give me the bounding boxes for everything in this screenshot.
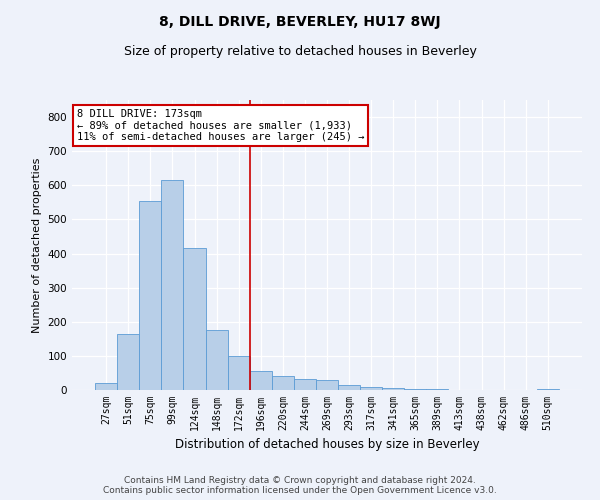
Bar <box>227 356 250 390</box>
Bar <box>250 371 272 390</box>
Bar <box>360 388 382 390</box>
Bar <box>338 385 360 390</box>
Y-axis label: Number of detached properties: Number of detached properties <box>32 158 42 332</box>
Bar <box>161 180 184 390</box>
Bar <box>117 334 139 390</box>
Text: Size of property relative to detached houses in Beverley: Size of property relative to detached ho… <box>124 45 476 58</box>
X-axis label: Distribution of detached houses by size in Beverley: Distribution of detached houses by size … <box>175 438 479 452</box>
Bar <box>294 378 316 390</box>
Bar <box>206 330 227 390</box>
Bar <box>184 248 206 390</box>
Text: 8 DILL DRIVE: 173sqm
← 89% of detached houses are smaller (1,933)
11% of semi-de: 8 DILL DRIVE: 173sqm ← 89% of detached h… <box>77 108 365 142</box>
Bar <box>382 388 404 390</box>
Bar <box>139 200 161 390</box>
Bar <box>404 389 427 390</box>
Bar <box>316 380 338 390</box>
Bar <box>95 383 117 390</box>
Bar <box>272 376 294 390</box>
Text: Contains HM Land Registry data © Crown copyright and database right 2024.
Contai: Contains HM Land Registry data © Crown c… <box>103 476 497 495</box>
Text: 8, DILL DRIVE, BEVERLEY, HU17 8WJ: 8, DILL DRIVE, BEVERLEY, HU17 8WJ <box>159 15 441 29</box>
